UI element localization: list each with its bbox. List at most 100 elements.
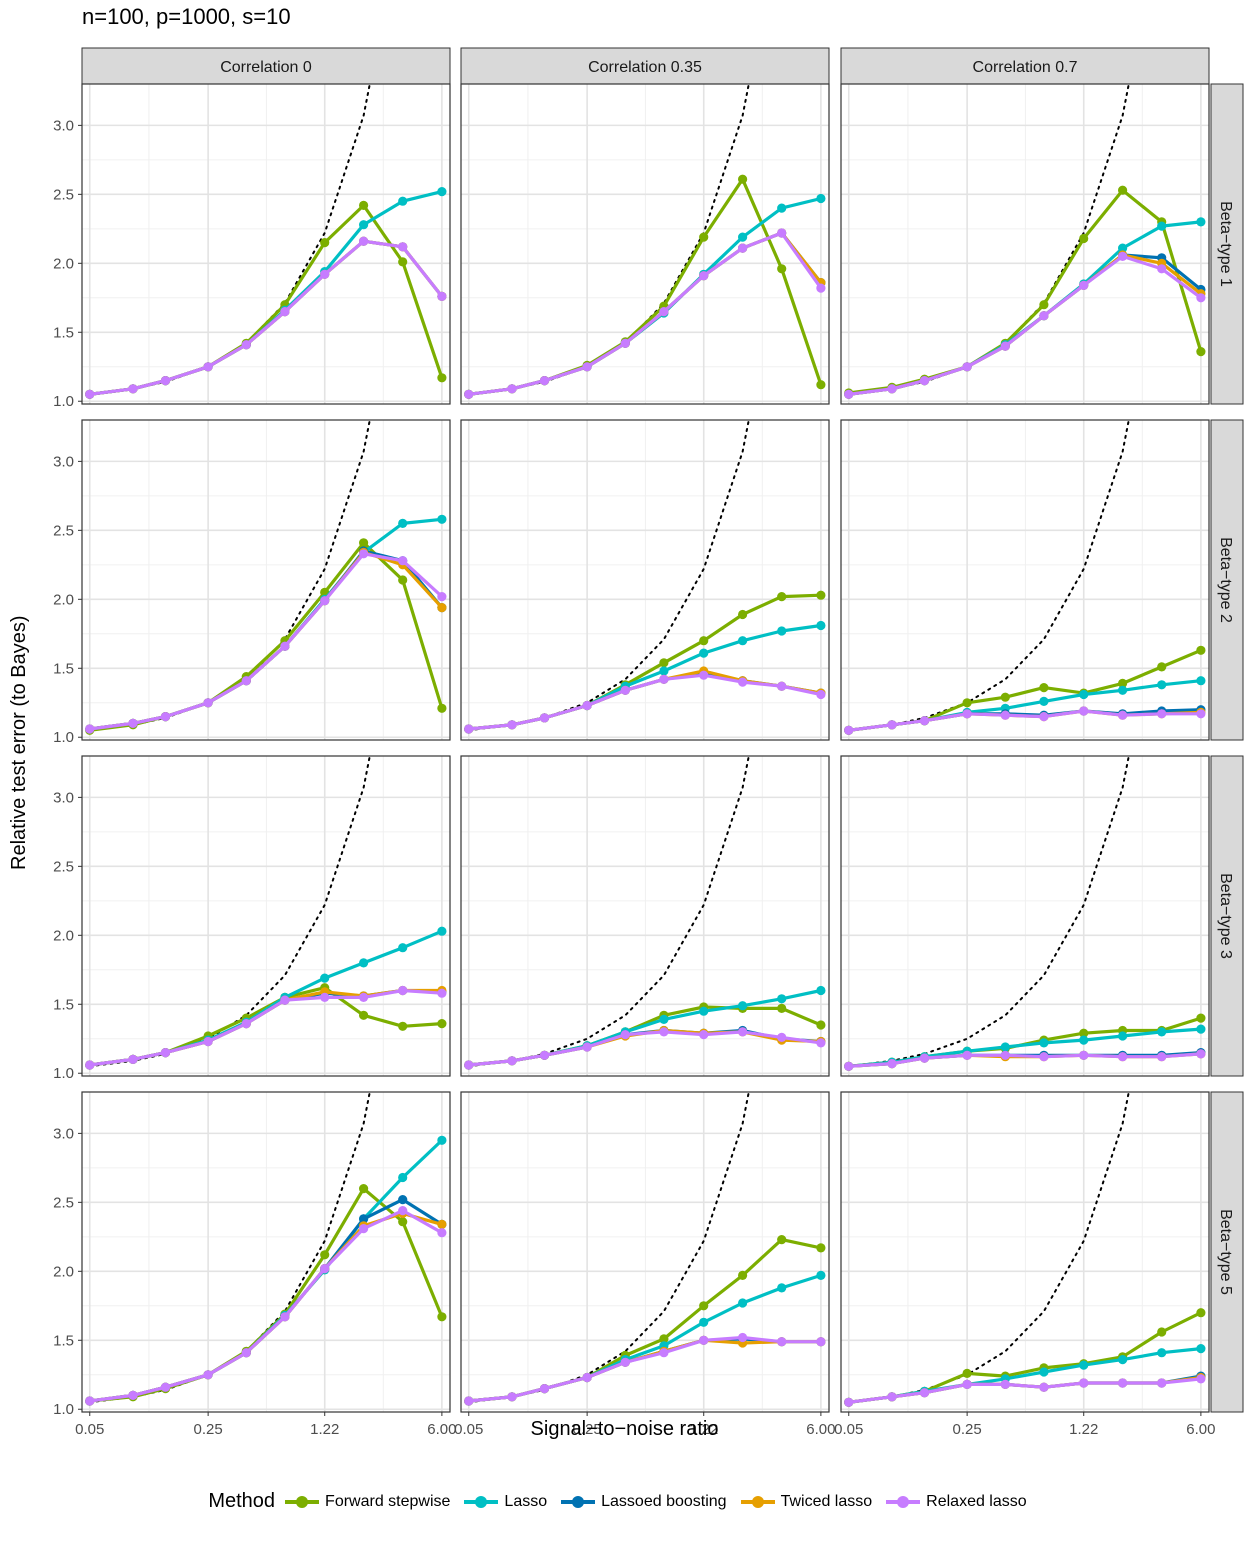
data-point [738, 243, 748, 253]
data-point [919, 716, 930, 726]
data-point [539, 1050, 550, 1060]
x-tick-label: 1.22 [1069, 1421, 1098, 1438]
data-point [1039, 683, 1049, 693]
panel-border [460, 1091, 830, 1413]
column-strip-label: Correlation 0 [220, 59, 312, 76]
data-point [844, 389, 854, 399]
data-point [398, 196, 408, 206]
column-strip [81, 47, 451, 85]
data-point [1118, 710, 1128, 720]
x-axis-label: Signal−to−noise ratio [530, 1418, 719, 1440]
x-tick-label: 0.05 [454, 1421, 483, 1438]
data-point [437, 1312, 447, 1322]
data-point [1118, 251, 1128, 261]
y-tick-label: 3.0 [53, 789, 74, 806]
data-point [85, 1396, 95, 1406]
data-point [160, 712, 171, 722]
data-point [85, 1060, 95, 1070]
data-point [85, 724, 95, 734]
data-point [582, 362, 592, 372]
data-point [1079, 233, 1089, 244]
data-point [1157, 1327, 1167, 1337]
x-tick-label: 0.05 [834, 1421, 863, 1438]
panel-border [840, 1091, 1210, 1413]
data-point [1196, 676, 1206, 686]
data-point [1157, 709, 1167, 719]
legend-key [886, 1492, 921, 1512]
faceted-line-chart: Correlation 0 Correlation 0.35 Correlation… [53, 47, 1244, 1438]
data-point [659, 1027, 669, 1037]
data-point [359, 236, 369, 246]
x-tick-label: 6.00 [806, 1421, 835, 1438]
data-point [359, 538, 369, 548]
data-point [777, 1003, 787, 1014]
data-point [1079, 280, 1089, 290]
panel-data [844, 420, 1206, 735]
data-point [1039, 1038, 1049, 1048]
data-point [582, 1372, 592, 1383]
column-strip [840, 47, 1210, 85]
data-point [1196, 1024, 1206, 1034]
legend-key [561, 1492, 596, 1512]
data-point [464, 724, 474, 734]
data-point [398, 1021, 408, 1031]
y-tick-label: 2.0 [53, 255, 74, 272]
panel-border [81, 1091, 451, 1413]
data-point [887, 384, 897, 394]
data-point [659, 1334, 669, 1344]
data-point [203, 1370, 213, 1380]
data-point [1157, 680, 1167, 690]
data-point [620, 685, 630, 695]
y-tick-label: 1.5 [53, 660, 74, 677]
data-point [962, 362, 972, 372]
y-tick-label: 3.0 [53, 1125, 74, 1142]
data-point [1079, 1050, 1089, 1060]
data-point [1157, 1052, 1167, 1062]
data-point [359, 1010, 369, 1020]
panel-data [464, 420, 826, 734]
data-point [203, 1036, 213, 1047]
data-point [738, 677, 748, 687]
data-point [359, 200, 369, 210]
series-line [848, 254, 1202, 396]
row-strip [1210, 83, 1244, 405]
page-title: n=100, p=1000, s=10 [82, 4, 291, 29]
data-point [1079, 1028, 1089, 1038]
data-point [320, 1264, 330, 1274]
data-point [816, 380, 826, 390]
data-point [1157, 221, 1167, 231]
y-tick-label: 1.5 [53, 1332, 74, 1349]
row-strip [1210, 419, 1244, 741]
panel-border [460, 755, 830, 1077]
data-point [738, 1298, 748, 1308]
panel-data [844, 756, 1206, 1071]
legend-label: Relaxed lasso [926, 1492, 1027, 1510]
series-line [848, 1052, 1202, 1068]
legend-key [285, 1492, 320, 1512]
y-tick-label: 3.0 [53, 117, 74, 134]
data-point [919, 1388, 930, 1398]
data-point [437, 926, 447, 936]
panel-data [85, 84, 447, 399]
data-point [620, 338, 630, 348]
data-point [1079, 1378, 1089, 1388]
data-point [699, 648, 709, 658]
y-tick-label: 2.0 [53, 591, 74, 608]
y-tick-label: 2.5 [53, 522, 74, 539]
data-point [359, 1224, 369, 1234]
data-point [1157, 1348, 1167, 1358]
data-point [1196, 1013, 1206, 1023]
facet-panel [81, 755, 451, 1077]
data-point [1039, 300, 1049, 310]
data-point [1039, 1052, 1049, 1062]
column-strip [460, 47, 830, 85]
data-point [659, 307, 669, 317]
series-line [848, 1377, 1202, 1404]
data-point [659, 1348, 669, 1358]
facet-panel [460, 83, 830, 405]
data-point [1196, 1344, 1206, 1354]
data-point [280, 1312, 290, 1322]
data-point [962, 1379, 972, 1389]
y-tick-label: 1.5 [53, 996, 74, 1013]
data-point [1196, 1308, 1206, 1318]
